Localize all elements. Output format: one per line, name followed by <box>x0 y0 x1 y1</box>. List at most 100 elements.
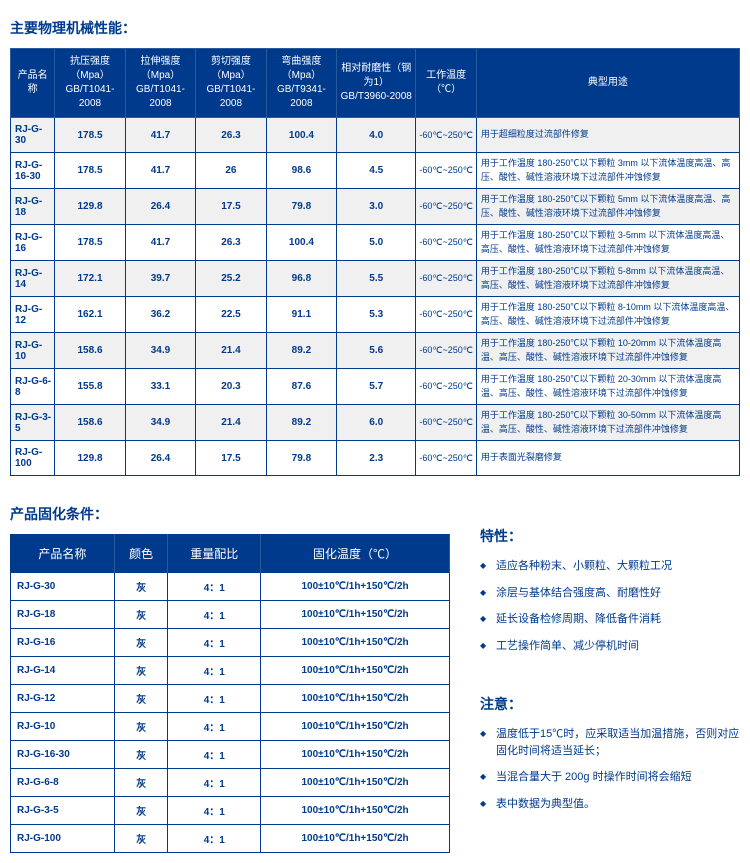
cure-col-temp: 固化温度（℃） <box>261 535 450 573</box>
table-row: RJ-G-14 灰 4：1 100±10℃/1h+150℃/2h <box>11 657 450 685</box>
table-row: RJ-G-18 129.8 26.4 17.5 79.8 3.0 -60℃~25… <box>11 189 740 225</box>
cell-value: 178.5 <box>55 225 125 261</box>
cure-name: RJ-G-16 <box>11 629 115 657</box>
cell-value: 162.1 <box>55 297 125 333</box>
cell-value: 79.8 <box>266 441 336 476</box>
cure-ratio: 4：1 <box>168 685 261 713</box>
cell-value: 33.1 <box>125 369 195 405</box>
product-name: RJ-G-14 <box>11 261 55 297</box>
col-tensile: 拉伸强度（Mpa）GB/T1041-2008 <box>125 49 195 118</box>
cure-name: RJ-G-6-8 <box>11 769 115 797</box>
product-name: RJ-G-16 <box>11 225 55 261</box>
cell-value: 89.2 <box>266 405 336 441</box>
table-row: RJ-G-14 172.1 39.7 25.2 96.8 5.5 -60℃~25… <box>11 261 740 297</box>
cell-value: 17.5 <box>196 189 266 225</box>
cell-value: 17.5 <box>196 441 266 476</box>
cell-value: 178.5 <box>55 153 125 189</box>
cure-temp: 100±10℃/1h+150℃/2h <box>261 601 450 629</box>
cell-temp: -60℃~250℃ <box>416 441 477 476</box>
features-title: 特性： <box>480 526 740 546</box>
cell-value: 6.0 <box>337 405 416 441</box>
cell-value: 158.6 <box>55 333 125 369</box>
cell-value: 96.8 <box>266 261 336 297</box>
cure-temp: 100±10℃/1h+150℃/2h <box>261 685 450 713</box>
cure-name: RJ-G-10 <box>11 713 115 741</box>
cell-value: 98.6 <box>266 153 336 189</box>
col-temp: 工作温度（℃） <box>416 49 477 118</box>
cell-value: 5.7 <box>337 369 416 405</box>
cell-use: 用于超细粒度过流部件修复 <box>476 118 739 153</box>
cure-name: RJ-G-3-5 <box>11 797 115 825</box>
cure-name: RJ-G-30 <box>11 573 115 601</box>
cell-value: 172.1 <box>55 261 125 297</box>
cure-ratio: 4：1 <box>168 769 261 797</box>
cell-use: 用于工作温度 180-250℃以下颗粒 5-8mm 以下流体温度高温、高压、酸性… <box>476 261 739 297</box>
cell-temp: -60℃~250℃ <box>416 405 477 441</box>
cure-name: RJ-G-16-30 <box>11 741 115 769</box>
cure-name: RJ-G-18 <box>11 601 115 629</box>
table-row: RJ-G-10 灰 4：1 100±10℃/1h+150℃/2h <box>11 713 450 741</box>
list-item: 适应各种粉末、小颗粒、大颗粒工况 <box>480 558 740 575</box>
product-name: RJ-G-10 <box>11 333 55 369</box>
cell-use: 用于工作温度 180-250℃以下颗粒 3-5mm 以下流体温度高温、高压、酸性… <box>476 225 739 261</box>
cell-value: 79.8 <box>266 189 336 225</box>
cure-color: 灰 <box>114 685 168 713</box>
cure-color: 灰 <box>114 797 168 825</box>
cure-ratio: 4：1 <box>168 713 261 741</box>
cure-col-color: 颜色 <box>114 535 168 573</box>
cell-value: 89.2 <box>266 333 336 369</box>
cure-temp: 100±10℃/1h+150℃/2h <box>261 741 450 769</box>
cell-value: 41.7 <box>125 153 195 189</box>
cell-use: 用于工作温度 180-250℃以下颗粒 3mm 以下流体温度高温、高压、酸性、碱… <box>476 153 739 189</box>
cell-value: 21.4 <box>196 333 266 369</box>
cell-value: 178.5 <box>55 118 125 153</box>
cell-value: 34.9 <box>125 333 195 369</box>
list-item: 工艺操作简单、减少停机时间 <box>480 638 740 655</box>
cell-value: 26.3 <box>196 225 266 261</box>
table-row: RJ-G-16-30 178.5 41.7 26 98.6 4.5 -60℃~2… <box>11 153 740 189</box>
table-row: RJ-G-6-8 灰 4：1 100±10℃/1h+150℃/2h <box>11 769 450 797</box>
cell-value: 22.5 <box>196 297 266 333</box>
cell-temp: -60℃~250℃ <box>416 333 477 369</box>
cell-value: 39.7 <box>125 261 195 297</box>
features-list: 适应各种粉末、小颗粒、大颗粒工况涂层与基体结合强度高、耐磨性好延长设备检修周期、… <box>480 558 740 654</box>
product-name: RJ-G-6-8 <box>11 369 55 405</box>
product-name: RJ-G-12 <box>11 297 55 333</box>
cell-temp: -60℃~250℃ <box>416 225 477 261</box>
cell-use: 用于表面光裂磨修复 <box>476 441 739 476</box>
table-row: RJ-G-10 158.6 34.9 21.4 89.2 5.6 -60℃~25… <box>11 333 740 369</box>
list-item: 涂层与基体结合强度高、耐磨性好 <box>480 585 740 602</box>
cure-name: RJ-G-14 <box>11 657 115 685</box>
cure-temp: 100±10℃/1h+150℃/2h <box>261 797 450 825</box>
cell-use: 用于工作温度 180-250℃以下颗粒 5mm 以下流体温度高温、高压、酸性、碱… <box>476 189 739 225</box>
table-row: RJ-G-100 129.8 26.4 17.5 79.8 2.3 -60℃~2… <box>11 441 740 476</box>
cure-temp: 100±10℃/1h+150℃/2h <box>261 769 450 797</box>
cure-name: RJ-G-100 <box>11 825 115 853</box>
cure-col-ratio: 重量配比 <box>168 535 261 573</box>
notes-title: 注意： <box>480 694 740 714</box>
cell-value: 4.0 <box>337 118 416 153</box>
cell-value: 41.7 <box>125 225 195 261</box>
product-name: RJ-G-3-5 <box>11 405 55 441</box>
cell-value: 129.8 <box>55 189 125 225</box>
cell-use: 用于工作温度 180-250℃以下颗粒 10-20mm 以下流体温度高温、高压、… <box>476 333 739 369</box>
cell-temp: -60℃~250℃ <box>416 369 477 405</box>
cure-color: 灰 <box>114 713 168 741</box>
table-row: RJ-G-30 灰 4：1 100±10℃/1h+150℃/2h <box>11 573 450 601</box>
cell-value: 26.4 <box>125 189 195 225</box>
cell-value: 34.9 <box>125 405 195 441</box>
table-row: RJ-G-12 162.1 36.2 22.5 91.1 5.3 -60℃~25… <box>11 297 740 333</box>
table-row: RJ-G-6-8 155.8 33.1 20.3 87.6 5.7 -60℃~2… <box>11 369 740 405</box>
cell-value: 4.5 <box>337 153 416 189</box>
cell-temp: -60℃~250℃ <box>416 118 477 153</box>
table-row: RJ-G-16 178.5 41.7 26.3 100.4 5.0 -60℃~2… <box>11 225 740 261</box>
cure-ratio: 4：1 <box>168 657 261 685</box>
cell-value: 3.0 <box>337 189 416 225</box>
table-row: RJ-G-16-30 灰 4：1 100±10℃/1h+150℃/2h <box>11 741 450 769</box>
cell-value: 2.3 <box>337 441 416 476</box>
col-compress: 抗压强度（Mpa）GB/T1041-2008 <box>55 49 125 118</box>
cure-temp: 100±10℃/1h+150℃/2h <box>261 657 450 685</box>
cure-color: 灰 <box>114 573 168 601</box>
cell-value: 91.1 <box>266 297 336 333</box>
cell-value: 41.7 <box>125 118 195 153</box>
